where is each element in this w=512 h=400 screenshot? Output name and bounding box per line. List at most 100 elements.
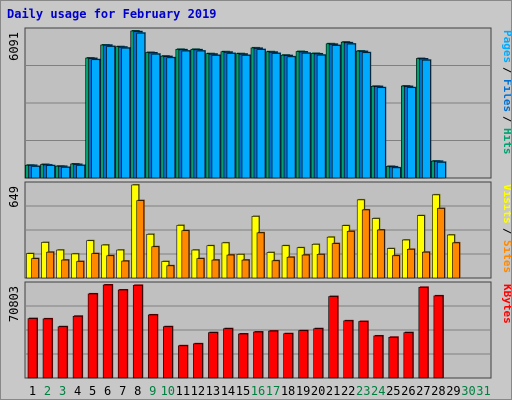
bar-kbytes-day-28 bbox=[433, 295, 444, 379]
bar-kbytes-day-25 bbox=[388, 336, 399, 379]
x-tick-day-21: 21 bbox=[326, 384, 340, 398]
bar-kbytes-day-15 bbox=[238, 333, 248, 379]
bar-pages-day-27 bbox=[422, 59, 431, 179]
legend-sites: Sites bbox=[501, 240, 511, 273]
x-tick-day-22: 22 bbox=[341, 384, 355, 398]
legend-pages: Pages bbox=[501, 30, 511, 63]
bar-sites-day-14 bbox=[226, 254, 235, 279]
bar-sites-day-17 bbox=[271, 260, 280, 279]
x-tick-day-13: 13 bbox=[206, 384, 220, 398]
chart-title: Daily usage for February 2019 bbox=[7, 7, 217, 21]
bar-kbytes-day-19 bbox=[298, 330, 308, 379]
legend-files: Files bbox=[501, 79, 511, 112]
x-tick-day-17: 17 bbox=[266, 384, 280, 398]
bar-pages-day-9 bbox=[151, 53, 161, 179]
bar-kbytes-day-9 bbox=[147, 314, 158, 379]
bar-kbytes-day-24 bbox=[373, 335, 384, 379]
legend-separator: / bbox=[501, 228, 511, 235]
bar-sites-day-28 bbox=[437, 208, 445, 279]
legend-hits: Hits bbox=[501, 128, 511, 155]
bar-kbytes-day-3 bbox=[57, 326, 68, 379]
legend-separator: / bbox=[501, 116, 511, 123]
bar-pages-day-20 bbox=[316, 54, 326, 179]
bar-pages-day-12 bbox=[196, 50, 206, 179]
legend-visits: Visits bbox=[501, 184, 511, 224]
x-tick-day-1: 1 bbox=[29, 384, 36, 398]
bar-kbytes-day-2 bbox=[42, 318, 53, 379]
bar-pages-day-22 bbox=[346, 43, 356, 179]
x-tick-day-14: 14 bbox=[221, 384, 235, 398]
bar-sites-day-2 bbox=[46, 251, 54, 279]
bar-pages-day-6 bbox=[106, 46, 115, 179]
x-tick-day-29: 29 bbox=[446, 384, 460, 398]
x-tick-day-24: 24 bbox=[371, 384, 385, 398]
bar-sites-day-3 bbox=[61, 259, 69, 279]
x-tick-day-6: 6 bbox=[104, 384, 111, 398]
bar-kbytes-day-17 bbox=[268, 330, 278, 379]
bar-pages-day-10 bbox=[166, 57, 176, 179]
x-tick-day-4: 4 bbox=[74, 384, 81, 398]
bar-kbytes-day-5 bbox=[87, 293, 98, 379]
bar-pages-day-28 bbox=[437, 162, 446, 179]
bar-pages-day-18 bbox=[286, 56, 296, 179]
bar-pages-day-23 bbox=[361, 52, 371, 179]
bar-kbytes-day-22 bbox=[343, 320, 353, 379]
x-tick-day-20: 20 bbox=[311, 384, 325, 398]
bar-sites-day-22 bbox=[346, 231, 355, 279]
bar-pages-day-5 bbox=[91, 59, 100, 179]
bar-sites-day-5 bbox=[91, 253, 99, 279]
bar-sites-day-29 bbox=[452, 242, 460, 279]
bar-sites-day-1 bbox=[31, 258, 39, 279]
bar-sites-day-16 bbox=[256, 232, 265, 279]
bar-pages-day-25 bbox=[391, 167, 401, 179]
x-tick-day-19: 19 bbox=[296, 384, 310, 398]
x-tick-day-31: 31 bbox=[476, 384, 490, 398]
bar-kbytes-day-13 bbox=[208, 332, 218, 379]
bar-pages-day-13 bbox=[211, 55, 221, 179]
bar-sites-day-8 bbox=[136, 200, 145, 279]
bar-pages-day-19 bbox=[301, 52, 311, 179]
x-tick-day-26: 26 bbox=[401, 384, 415, 398]
x-tick-day-8: 8 bbox=[134, 384, 141, 398]
bar-sites-day-12 bbox=[196, 258, 205, 279]
bar-sites-day-19 bbox=[301, 254, 310, 279]
bar-pages-day-1 bbox=[31, 166, 40, 179]
x-tick-day-15: 15 bbox=[236, 384, 250, 398]
bar-kbytes-day-23 bbox=[358, 321, 369, 379]
bar-kbytes-day-1 bbox=[27, 318, 38, 379]
bar-pages-day-24 bbox=[376, 87, 386, 179]
bar-pages-day-2 bbox=[46, 165, 55, 179]
bar-kbytes-day-20 bbox=[313, 328, 323, 379]
bar-kbytes-day-11 bbox=[178, 345, 188, 379]
x-tick-day-27: 27 bbox=[416, 384, 430, 398]
panel-visits-sites-max-label: 649 bbox=[7, 186, 21, 208]
bar-kbytes-day-12 bbox=[193, 343, 203, 379]
x-tick-day-12: 12 bbox=[191, 384, 205, 398]
bar-sites-day-7 bbox=[121, 260, 130, 279]
bar-kbytes-day-8 bbox=[132, 285, 143, 379]
x-tick-day-7: 7 bbox=[119, 384, 126, 398]
bar-sites-day-10 bbox=[166, 265, 175, 279]
bar-pages-day-11 bbox=[181, 50, 191, 179]
bar-sites-day-6 bbox=[106, 255, 114, 279]
x-tick-day-9: 9 bbox=[149, 384, 156, 398]
bar-pages-day-7 bbox=[121, 47, 131, 179]
bar-sites-day-20 bbox=[316, 254, 325, 279]
bar-kbytes-day-16 bbox=[253, 331, 263, 379]
x-tick-day-18: 18 bbox=[281, 384, 295, 398]
x-tick-day-25: 25 bbox=[386, 384, 400, 398]
x-tick-day-2: 2 bbox=[44, 384, 51, 398]
bar-pages-day-3 bbox=[61, 167, 70, 179]
x-tick-day-23: 23 bbox=[356, 384, 370, 398]
panel-kbytes-max-label: 70803 bbox=[7, 286, 21, 322]
x-tick-day-11: 11 bbox=[176, 384, 190, 398]
bar-pages-day-16 bbox=[256, 49, 266, 179]
bar-sites-day-27 bbox=[422, 251, 430, 279]
legend-kbytes: KBytes bbox=[501, 284, 511, 324]
x-tick-day-30: 30 bbox=[461, 384, 475, 398]
bar-kbytes-day-4 bbox=[72, 315, 83, 379]
bar-pages-day-17 bbox=[271, 53, 281, 179]
bar-pages-day-15 bbox=[241, 55, 251, 179]
